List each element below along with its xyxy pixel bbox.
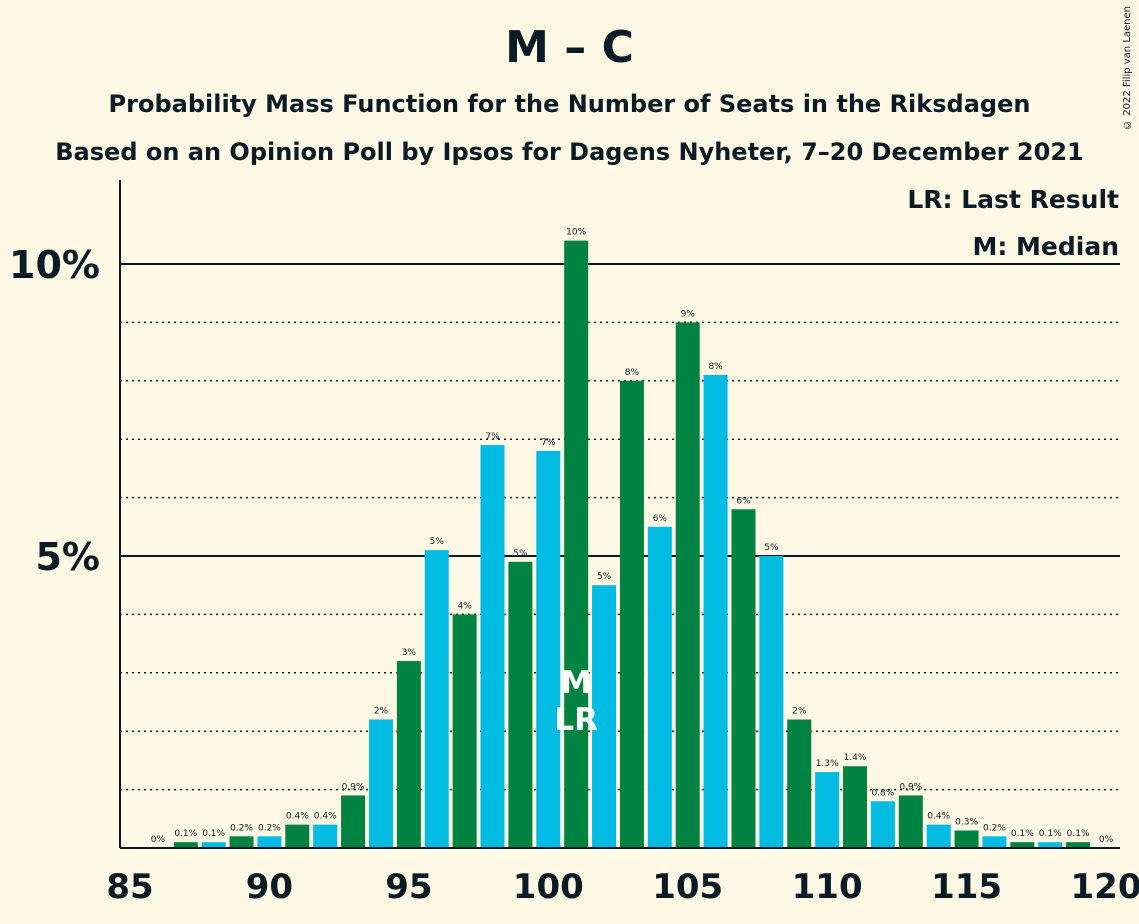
bar-value-label: 0.1% [174,829,197,839]
bar-seat-113 [899,795,923,848]
bar-seat-109 [787,720,811,848]
bar-value-label: 2% [792,707,807,717]
bar-value-label: 2% [374,707,389,717]
bar-value-label: 10% [566,228,586,238]
bar-value-label: 8% [708,362,723,372]
bar-seat-92 [313,825,337,848]
bar-value-label: 5% [513,549,528,559]
bar-value-label: 0.4% [927,812,950,822]
x-tick-label: 105 [652,867,723,907]
bar-value-label: 5% [764,543,779,553]
bar-value-label: 1.4% [844,753,867,763]
x-tick-label: 110 [792,867,863,907]
bar-value-label: 3% [402,648,417,658]
bar-value-label: 5% [597,572,612,582]
bar-value-label: 0.1% [1039,829,1062,839]
bar-seat-115 [955,830,979,848]
bar-seat-101 [564,241,588,848]
bar-value-label: 4% [457,601,472,611]
bar-value-label: 7% [485,432,500,442]
bar-value-label: 0.1% [1067,829,1090,839]
bar-seat-90 [257,836,281,848]
bar-seat-114 [927,825,951,848]
x-tick-label: 95 [385,867,432,907]
bar-value-label: 0.2% [230,823,253,833]
bar-seat-95 [397,661,421,848]
bar-seat-98 [481,445,505,848]
bar-value-label: 0.1% [1011,829,1034,839]
bar-seat-93 [341,795,365,848]
bar-value-label: 1.3% [816,759,839,769]
bar-seat-105 [676,322,700,848]
bar-seat-94 [369,720,393,848]
bar-seat-111 [843,766,867,848]
x-tick-label: 115 [931,867,1002,907]
bar-seat-110 [815,772,839,848]
bar-value-label: 6% [653,514,668,524]
bar-value-label: 0.2% [258,823,281,833]
bar-value-label: 0.8% [871,788,894,798]
bar-value-label: 0.1% [202,829,225,839]
bar-value-label: 0.4% [314,812,337,822]
bar-seat-112 [871,801,895,848]
x-tick-label: 120 [1071,867,1139,907]
x-tick-label: 100 [513,867,584,907]
bar-value-label: 0% [1099,835,1114,845]
bar-seat-97 [453,614,477,848]
bar-seat-91 [285,825,309,848]
bar-seat-100 [536,451,560,848]
bar-seat-96 [425,550,449,848]
bar-seat-107 [731,509,755,848]
bar-value-label: 8% [625,368,640,378]
bar-seat-103 [620,381,644,848]
bar-value-label: 6% [736,496,751,506]
y-tick-label: 10% [9,243,100,287]
bar-seat-89 [230,836,254,848]
y-tick-label: 5% [35,535,100,579]
bar-seat-106 [704,375,728,848]
median-marker: M [561,665,592,701]
bar-value-label: 0.4% [286,812,309,822]
bar-value-label: 5% [430,537,445,547]
bar-seat-116 [982,836,1006,848]
x-tick-label: 90 [246,867,293,907]
bar-value-label: 0% [151,835,166,845]
bar-value-label: 0.2% [983,823,1006,833]
bar-value-label: 0.9% [342,782,365,792]
last-result-marker: LR [554,702,598,738]
bar-seat-104 [648,527,672,848]
x-tick-label: 85 [106,867,153,907]
bar-value-label: 0.9% [899,782,922,792]
bar-seat-108 [759,556,783,848]
bar-seat-99 [508,562,532,848]
bar-value-label: 7% [541,438,556,448]
bar-value-label: 0.3% [955,817,978,827]
bar-value-label: 9% [681,309,696,319]
